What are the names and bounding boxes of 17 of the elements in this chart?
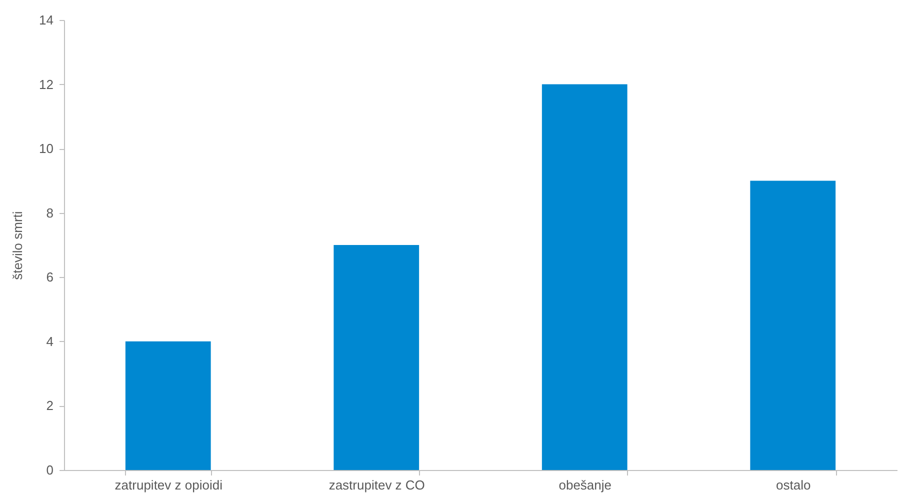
bar (125, 341, 211, 470)
bar (542, 84, 628, 470)
bar (750, 180, 836, 470)
y-axis-title: število smrti (10, 211, 26, 280)
x-tick-label: zastrupitev z CO (328, 478, 425, 492)
y-tick-label: 8 (46, 205, 54, 220)
y-tick-label: 10 (39, 141, 54, 156)
x-tick-label: zatrupitev z opioidi (114, 478, 223, 492)
y-tick-label: 0 (46, 462, 54, 478)
y-tick-label: 12 (39, 76, 54, 92)
y-tick-label: 4 (46, 334, 54, 349)
bar (334, 245, 420, 470)
y-tick-label: 2 (46, 398, 54, 414)
x-tick-label: ostalo (776, 478, 811, 492)
y-tick-label: 6 (46, 270, 54, 285)
x-tick-label: obešanje (558, 478, 612, 492)
y-tick-label: 14 (39, 12, 54, 28)
